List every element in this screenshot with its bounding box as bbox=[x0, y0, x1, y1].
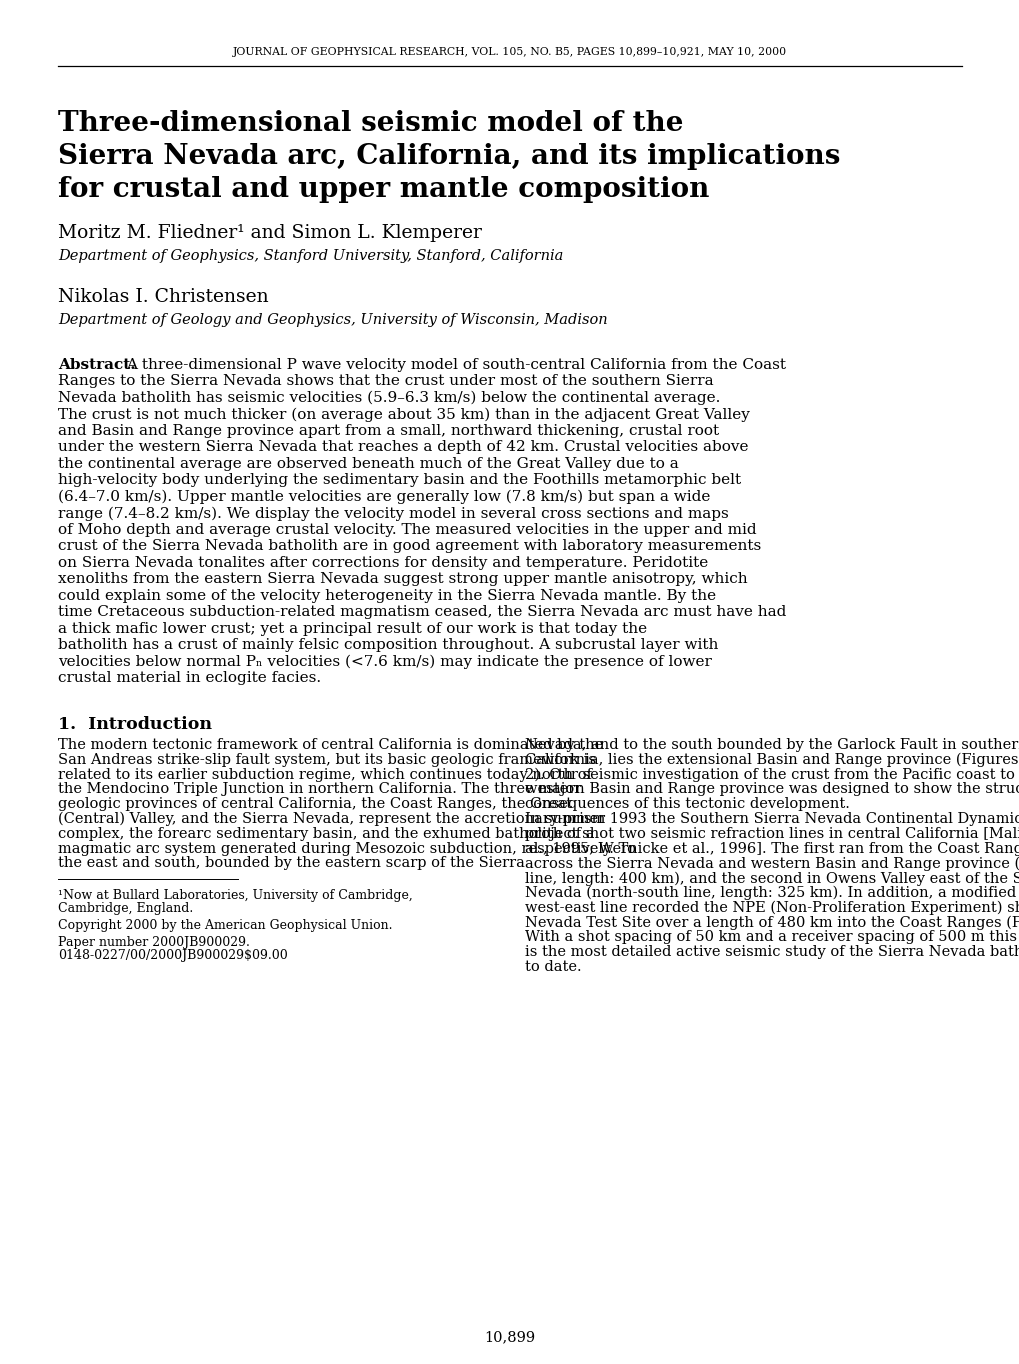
Text: for crustal and upper mantle composition: for crustal and upper mantle composition bbox=[58, 176, 708, 203]
Text: In summer 1993 the Southern Sierra Nevada Continental Dynamics (SSCD): In summer 1993 the Southern Sierra Nevad… bbox=[525, 812, 1019, 827]
Text: line, length: 400 km), and the second in Owens Valley east of the Sierra: line, length: 400 km), and the second in… bbox=[525, 872, 1019, 885]
Text: (Central) Valley, and the Sierra Nevada, represent the accretionary-prism: (Central) Valley, and the Sierra Nevada,… bbox=[58, 812, 605, 827]
Text: time Cretaceous subduction-related magmatism ceased, the Sierra Nevada arc must : time Cretaceous subduction-related magma… bbox=[58, 606, 786, 619]
Text: and Basin and Range province apart from a small, northward thickening, crustal r: and Basin and Range province apart from … bbox=[58, 424, 718, 438]
Text: Three-dimensional seismic model of the: Three-dimensional seismic model of the bbox=[58, 110, 683, 136]
Text: west-east line recorded the NPE (Non-Proliferation Experiment) shot on the: west-east line recorded the NPE (Non-Pro… bbox=[525, 900, 1019, 915]
Text: 1.  Introduction: 1. Introduction bbox=[58, 716, 212, 732]
Text: western Basin and Range province was designed to show the structural: western Basin and Range province was des… bbox=[525, 783, 1019, 797]
Text: the continental average are observed beneath much of the Great Valley due to a: the continental average are observed ben… bbox=[58, 457, 678, 471]
Text: Copyright 2000 by the American Geophysical Union.: Copyright 2000 by the American Geophysic… bbox=[58, 919, 392, 932]
Text: geologic provinces of central California, the Coast Ranges, the Great: geologic provinces of central California… bbox=[58, 797, 572, 812]
Text: The crust is not much thicker (on average about 35 km) than in the adjacent Grea: The crust is not much thicker (on averag… bbox=[58, 408, 749, 421]
Text: Paper number 2000JB900029.: Paper number 2000JB900029. bbox=[58, 936, 250, 949]
Text: Moritz M. Fliedner¹ and Simon L. Klemperer: Moritz M. Fliedner¹ and Simon L. Klemper… bbox=[58, 224, 481, 241]
Text: crustal material in eclogite facies.: crustal material in eclogite facies. bbox=[58, 671, 321, 686]
Text: (6.4–7.0 km/s). Upper mantle velocities are generally low (7.8 km/s) but span a : (6.4–7.0 km/s). Upper mantle velocities … bbox=[58, 490, 709, 505]
Text: Nevada batholith has seismic velocities (5.9–6.3 km/s) below the continental ave: Nevada batholith has seismic velocities … bbox=[58, 391, 719, 405]
Text: the east and south, bounded by the eastern scarp of the Sierra: the east and south, bounded by the easte… bbox=[58, 857, 525, 870]
Text: a thick mafic lower crust; yet a principal result of our work is that today the: a thick mafic lower crust; yet a princip… bbox=[58, 622, 646, 636]
Text: Nevada Test Site over a length of 480 km into the Coast Ranges (Figure 2).: Nevada Test Site over a length of 480 km… bbox=[525, 915, 1019, 930]
Text: JOURNAL OF GEOPHYSICAL RESEARCH, VOL. 105, NO. B5, PAGES 10,899–10,921, MAY 10, : JOURNAL OF GEOPHYSICAL RESEARCH, VOL. 10… bbox=[232, 46, 787, 57]
Text: Sierra Nevada arc, California, and its implications: Sierra Nevada arc, California, and its i… bbox=[58, 143, 840, 170]
Text: high-velocity body underlying the sedimentary basin and the Foothills metamorphi: high-velocity body underlying the sedime… bbox=[58, 473, 741, 487]
Text: Ranges to the Sierra Nevada shows that the crust under most of the southern Sier: Ranges to the Sierra Nevada shows that t… bbox=[58, 375, 713, 389]
Text: Nevada, and to the south bounded by the Garlock Fault in southern: Nevada, and to the south bounded by the … bbox=[525, 738, 1019, 752]
Text: consequences of this tectonic development.: consequences of this tectonic developmen… bbox=[525, 797, 849, 812]
Text: Department of Geophysics, Stanford University, Stanford, California: Department of Geophysics, Stanford Unive… bbox=[58, 250, 562, 263]
Text: under the western Sierra Nevada that reaches a depth of 42 km. Crustal velocitie: under the western Sierra Nevada that rea… bbox=[58, 441, 748, 454]
Text: magmatic arc system generated during Mesozoic subduction, respectively. To: magmatic arc system generated during Mes… bbox=[58, 842, 636, 855]
Text: The modern tectonic framework of central California is dominated by the: The modern tectonic framework of central… bbox=[58, 738, 602, 752]
Text: is the most detailed active seismic study of the Sierra Nevada batholith: is the most detailed active seismic stud… bbox=[525, 945, 1019, 959]
Text: on Sierra Nevada tonalites after corrections for density and temperature. Perido: on Sierra Nevada tonalites after correct… bbox=[58, 557, 707, 570]
Text: al., 1995; Wernicke et al., 1996]. The first ran from the Coast Ranges: al., 1995; Wernicke et al., 1996]. The f… bbox=[525, 842, 1019, 855]
Text: complex, the forearc sedimentary basin, and the exhumed batholith of a: complex, the forearc sedimentary basin, … bbox=[58, 827, 594, 840]
Text: of Moho depth and average crustal velocity. The measured velocities in the upper: of Moho depth and average crustal veloci… bbox=[58, 522, 756, 537]
Text: could explain some of the velocity heterogeneity in the Sierra Nevada mantle. By: could explain some of the velocity heter… bbox=[58, 589, 715, 603]
Text: 10,899: 10,899 bbox=[484, 1330, 535, 1344]
Text: across the Sierra Nevada and western Basin and Range province (west-east: across the Sierra Nevada and western Bas… bbox=[525, 857, 1019, 870]
Text: related to its earlier subduction regime, which continues today north of: related to its earlier subduction regime… bbox=[58, 768, 591, 782]
Text: the Mendocino Triple Junction in northern California. The three major: the Mendocino Triple Junction in norther… bbox=[58, 783, 581, 797]
Text: crust of the Sierra Nevada batholith are in good agreement with laboratory measu: crust of the Sierra Nevada batholith are… bbox=[58, 540, 760, 554]
Text: xenoliths from the eastern Sierra Nevada suggest strong upper mantle anisotropy,: xenoliths from the eastern Sierra Nevada… bbox=[58, 573, 747, 587]
Text: 0148-0227/00/2000JB900029$09.00: 0148-0227/00/2000JB900029$09.00 bbox=[58, 949, 287, 962]
Text: San Andreas strike-slip fault system, but its basic geologic framework is: San Andreas strike-slip fault system, bu… bbox=[58, 753, 595, 767]
Text: Cambridge, England.: Cambridge, England. bbox=[58, 902, 193, 915]
Text: ¹Now at Bullard Laboratories, University of Cambridge,: ¹Now at Bullard Laboratories, University… bbox=[58, 889, 413, 902]
Text: Nevada (north-south line, length: 325 km). In addition, a modified: Nevada (north-south line, length: 325 km… bbox=[525, 887, 1015, 900]
Text: California, lies the extensional Basin and Range province (Figures 1 and: California, lies the extensional Basin a… bbox=[525, 753, 1019, 767]
Text: velocities below normal Pₙ velocities (<7.6 km/s) may indicate the presence of l: velocities below normal Pₙ velocities (<… bbox=[58, 655, 711, 670]
Text: batholith has a crust of mainly felsic composition throughout. A subcrustal laye: batholith has a crust of mainly felsic c… bbox=[58, 638, 717, 652]
Text: project shot two seismic refraction lines in central California [Malin et: project shot two seismic refraction line… bbox=[525, 827, 1019, 840]
Text: Nikolas I. Christensen: Nikolas I. Christensen bbox=[58, 288, 268, 306]
Text: range (7.4–8.2 km/s). We display the velocity model in several cross sections an: range (7.4–8.2 km/s). We display the vel… bbox=[58, 506, 728, 521]
Text: With a shot spacing of 50 km and a receiver spacing of 500 m this survey: With a shot spacing of 50 km and a recei… bbox=[525, 930, 1019, 944]
Text: Department of Geology and Geophysics, University of Wisconsin, Madison: Department of Geology and Geophysics, Un… bbox=[58, 312, 607, 327]
Text: to date.: to date. bbox=[525, 960, 581, 974]
Text: A three-dimensional P wave velocity model of south-central California from the C: A three-dimensional P wave velocity mode… bbox=[126, 357, 786, 372]
Text: 2). Our seismic investigation of the crust from the Pacific coast to the: 2). Our seismic investigation of the cru… bbox=[525, 768, 1019, 782]
Text: Abstract.: Abstract. bbox=[58, 357, 136, 372]
